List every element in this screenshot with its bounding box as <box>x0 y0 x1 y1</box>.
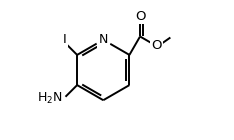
Text: H$_2$N: H$_2$N <box>37 91 63 106</box>
Text: O: O <box>135 10 145 23</box>
Text: O: O <box>151 39 162 52</box>
Text: I: I <box>63 33 67 46</box>
Text: N: N <box>99 33 108 46</box>
